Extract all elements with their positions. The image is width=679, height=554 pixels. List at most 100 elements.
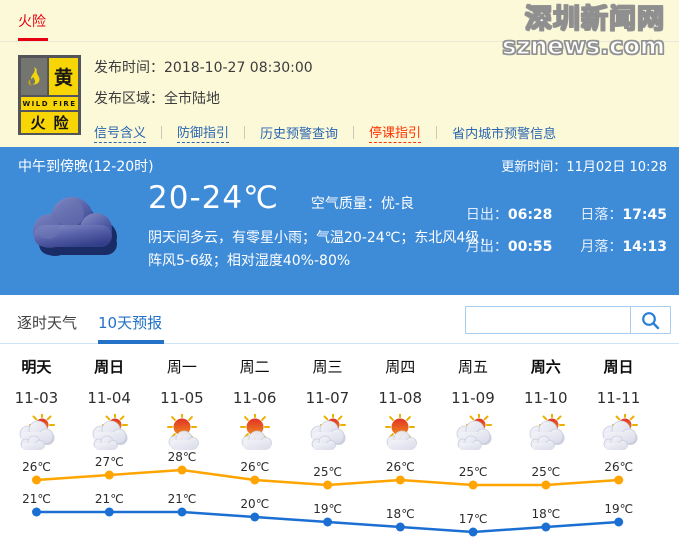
tab-hourly-weather[interactable]: 逐时天气 (17, 314, 78, 332)
temp-low-point[interactable] (250, 512, 260, 522)
badge-name-text: 火险 (21, 112, 78, 133)
day-label: 周二 (239, 358, 270, 376)
temp-low-label: 21℃ (22, 492, 51, 506)
link-separator (161, 126, 163, 139)
link-province-warnings[interactable]: 省内城市预警信息 (452, 126, 557, 142)
link-defense-guide[interactable]: 防御指引 (177, 122, 230, 143)
publish-time-value: 2018-10-27 08:30:00 (164, 60, 313, 76)
temp-high-label: 25℃ (532, 465, 561, 479)
logo-domain-text: sznews.com (501, 32, 665, 60)
temp-high-point[interactable] (177, 465, 187, 475)
forecast-day-column[interactable]: 周一 11-05 (146, 356, 219, 452)
forecast-day-column[interactable]: 周日 11-11 (582, 356, 655, 452)
temp-low-point[interactable] (541, 522, 551, 532)
temp-high-point[interactable] (541, 480, 551, 490)
date-label: 11-04 (87, 389, 131, 407)
forecast-day-column[interactable]: 周日 11-04 (73, 356, 146, 452)
update-time-label: 更新时间： (501, 160, 567, 175)
temp-high-label: 25℃ (313, 465, 342, 479)
temp-high-label: 25℃ (459, 465, 488, 479)
date-label: 11-06 (232, 389, 277, 407)
temp-low-label: 21℃ (95, 492, 124, 506)
forecast-day-column[interactable]: 周四 11-08 (364, 356, 437, 452)
temp-high-label: 26℃ (22, 460, 51, 474)
temp-high-point[interactable] (468, 480, 478, 490)
temp-high-point[interactable] (104, 470, 114, 480)
flame-icon (21, 58, 47, 95)
weather-description: 阴天间多云，有零星小雨；气温20-24℃；东北风4级，阵风5-6级；相对湿度40… (148, 230, 494, 269)
tab-10day-forecast[interactable]: 10天预报 (98, 314, 163, 332)
link-class-suspension[interactable]: 停课指引 (369, 122, 422, 143)
link-history-query[interactable]: 历史预警查询 (260, 126, 339, 142)
temp-high-point[interactable] (250, 475, 260, 485)
weather-icon-cloudy (582, 414, 655, 452)
day-label: 周日 (603, 358, 634, 376)
day-label: 周四 (385, 358, 416, 376)
sunset-time: 日落：17:45 (580, 207, 667, 223)
cloudy-weather-icon (22, 191, 130, 267)
day-label: 周日 (94, 358, 125, 376)
forecast-tab-bar: 逐时天气 10天预报 (0, 295, 679, 344)
forecast-day-column[interactable]: 周六 11-10 (509, 356, 582, 452)
temp-high-point[interactable] (395, 475, 405, 485)
moonset-time: 月落：14:13 (580, 239, 667, 255)
badge-subtitle-text: WILD FIRE (21, 97, 78, 110)
fire-warning-badge: 黄 WILD FIRE 火险 (18, 55, 81, 135)
day-label: 周五 (457, 358, 488, 376)
air-quality-value: 优-良 (380, 196, 414, 212)
temp-high-point[interactable] (32, 475, 41, 485)
date-label: 11-07 (305, 389, 350, 407)
logo-chinese-text: 深圳新闻网 (524, 4, 665, 35)
temp-high-point[interactable] (614, 475, 624, 485)
forecast-day-column[interactable]: 明天 11-03 (0, 356, 73, 452)
temp-low-point[interactable] (468, 527, 478, 537)
day-label: 周三 (312, 358, 343, 376)
weather-icon-cloudy (73, 414, 146, 452)
temperature-row: 20-24℃ 空气质量：优-良 (148, 180, 414, 216)
day-label: 周六 (530, 358, 561, 376)
active-tab-underline (18, 38, 48, 42)
tab-fire-risk[interactable]: 火险 (18, 11, 46, 31)
sun-moon-times: 日出：06:28 日落：17:45 月出：00:55 月落：14:13 (466, 204, 667, 256)
temp-low-point[interactable] (395, 522, 405, 532)
fire-warning-section: 火险 深圳新闻网 sznews.com 黄 WILD FIRE 火险 发布时间：… (0, 0, 679, 147)
temp-low-point[interactable] (614, 517, 624, 527)
publish-time-row: 发布时间：2018-10-27 08:30:00 (94, 57, 556, 77)
temp-low-point[interactable] (32, 507, 41, 517)
sunrise-time: 日出：06:28 (465, 207, 553, 223)
update-time-value: 11月02日 10:28 (566, 160, 667, 175)
forecast-day-column[interactable]: 周二 11-06 (218, 356, 291, 452)
publish-area-row: 发布区域：全市陆地 (94, 88, 556, 108)
warning-links: 信号含义 防御指引 历史预警查询 停课指引 省内城市预警信息 (94, 122, 556, 143)
temp-high-point[interactable] (323, 480, 333, 490)
site-logo[interactable]: 深圳新闻网 sznews.com (501, 4, 665, 60)
link-signal-meaning[interactable]: 信号含义 (94, 122, 147, 143)
temp-low-point[interactable] (177, 507, 187, 517)
publish-area-value: 全市陆地 (164, 91, 220, 107)
temp-chart: 26℃ 27℃ 28℃ 26℃ 25℃ 26℃ 25℃ 25℃ 26℃ 21℃ 21℃ 21℃ 20℃ 1… (22, 450, 633, 537)
forecast-columns: 明天 11-03 周日 11-04 (0, 356, 655, 452)
active-tab-indicator (98, 340, 164, 344)
header-divider (0, 41, 679, 42)
temp-low-point[interactable] (323, 517, 333, 527)
temp-low-label: 17℃ (459, 512, 488, 526)
date-label: 11-05 (160, 389, 204, 407)
ten-day-forecast-section: 明天 11-03 周日 11-04 (0, 344, 679, 554)
temp-high-label: 26℃ (604, 460, 633, 474)
temp-high-label: 28℃ (168, 450, 197, 464)
date-label: 11-09 (451, 389, 495, 407)
date-label: 11-08 (378, 389, 422, 407)
moonrise-time: 月出：00:55 (465, 239, 553, 255)
forecast-day-column[interactable]: 周五 11-09 (437, 356, 510, 452)
temp-low-point[interactable] (104, 507, 114, 517)
link-separator (436, 126, 438, 139)
weather-icon-cloudy (0, 414, 73, 452)
fire-risk-label: 火险 (18, 14, 46, 30)
temp-high-label: 27℃ (95, 455, 124, 469)
forecast-day-column[interactable]: 周三 11-07 (291, 356, 364, 452)
search-button[interactable] (630, 306, 671, 334)
air-quality-label: 空气质量： (310, 196, 381, 212)
search-input[interactable] (465, 306, 630, 334)
weather-icon-sunny (218, 414, 291, 452)
